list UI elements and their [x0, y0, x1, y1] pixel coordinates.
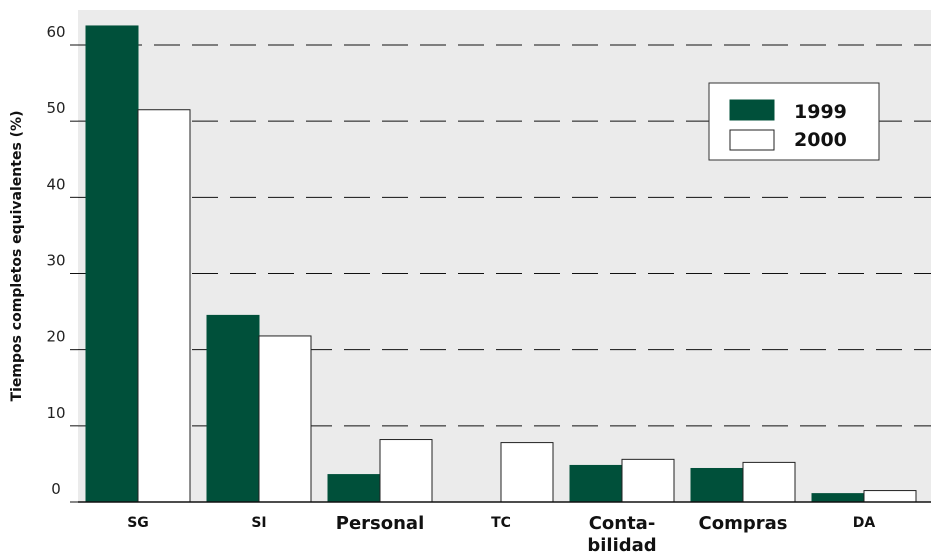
y-axis-label: Tiempos completos equivalentes (%) [9, 111, 25, 402]
bar-1999-7 [811, 493, 865, 503]
y-tick-label: 30 [46, 252, 65, 270]
y-tick-label: 20 [46, 328, 65, 346]
legend: 1999 2000 [708, 82, 880, 161]
bar-2000-4 [500, 442, 554, 503]
bar-2000-1 [137, 109, 191, 503]
x-category-label: Conta- [589, 513, 656, 534]
x-category-label: SG [127, 515, 149, 531]
x-axis-categories: SG SI Personal TC Conta-bilidad Compras DA [127, 513, 875, 556]
x-category-label: TC [491, 515, 511, 531]
y-tick-label: 40 [46, 175, 65, 193]
bar-2000-3 [379, 439, 433, 503]
bar-1999-1 [85, 25, 139, 503]
y-axis-ticks: 0 10 20 30 40 50 60 [46, 23, 78, 503]
x-category-label: bilidad [587, 535, 656, 556]
x-category-label: DA [853, 515, 876, 531]
bar-2000-2 [258, 335, 312, 503]
y-tick-label: 10 [46, 404, 65, 422]
bar-1999-3 [327, 474, 381, 503]
bar-2000-7 [863, 490, 917, 503]
legend-label-2000: 2000 [794, 129, 847, 151]
bar-2000-6 [742, 461, 796, 503]
y-tick-label: 50 [46, 99, 65, 117]
legend-swatch-2000 [729, 129, 775, 151]
bar-1999-6 [690, 467, 744, 503]
y-tick-label: 0 [51, 480, 61, 498]
x-category-label: SI [251, 515, 266, 531]
gridlines [78, 44, 931, 427]
bar-1999-5 [569, 464, 623, 503]
legend-label-1999: 1999 [794, 101, 847, 123]
bars [85, 25, 917, 503]
legend-swatch-1999 [729, 99, 775, 121]
y-tick-label: 60 [46, 23, 65, 41]
bar-1999-2 [206, 314, 260, 503]
x-category-label: Compras [699, 513, 788, 534]
x-category-label: Personal [336, 513, 425, 534]
bar-2000-5 [621, 458, 675, 503]
